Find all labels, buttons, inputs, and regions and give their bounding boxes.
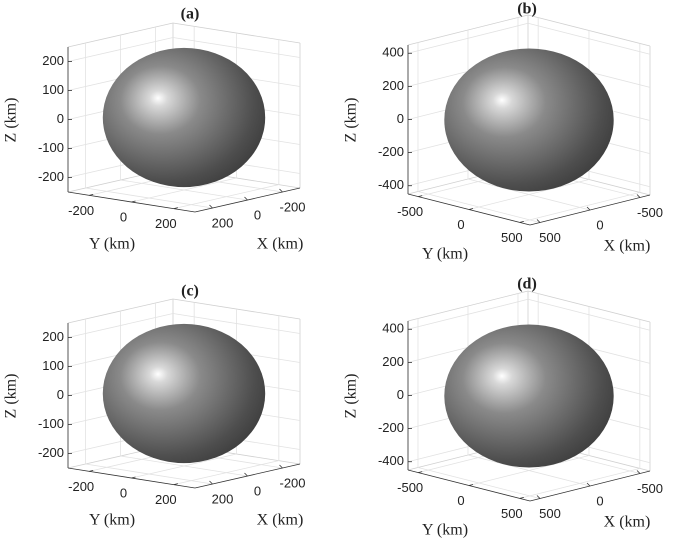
panel-title: (c) xyxy=(181,283,199,300)
z-tick-label: -200 xyxy=(38,445,64,460)
body-surface xyxy=(102,323,266,464)
y-tick xyxy=(519,497,524,499)
y-tick-label: -500 xyxy=(397,480,423,495)
y-tick-label: 0 xyxy=(457,493,464,508)
x-tick-label: -500 xyxy=(637,481,663,496)
grid-line xyxy=(120,455,248,477)
z-tick-label: -100 xyxy=(38,416,64,431)
grid-line xyxy=(417,191,541,223)
z-tick-label: 200 xyxy=(382,78,404,93)
x-tick xyxy=(244,472,248,477)
x-tick xyxy=(636,470,641,474)
z-tick-label: -400 xyxy=(378,177,404,192)
body-surface xyxy=(444,48,614,192)
z-tick-label: 100 xyxy=(42,82,64,97)
grid-line xyxy=(85,463,213,485)
y-tick-label: 0 xyxy=(120,209,127,224)
z-tick-label: 200 xyxy=(42,53,64,68)
z-tick-label: -200 xyxy=(378,144,404,159)
y-tick xyxy=(131,476,136,479)
y-axis-label: Y (km) xyxy=(89,512,135,529)
x-tick xyxy=(586,206,591,211)
z-tick-label: 200 xyxy=(382,354,404,369)
x-tick-label: 0 xyxy=(254,207,261,222)
y-tick-label: -500 xyxy=(397,204,423,219)
body-surface xyxy=(102,47,266,188)
z-tick-label: -400 xyxy=(378,453,404,468)
z-tick-label: -100 xyxy=(38,140,64,155)
panel-title: (d) xyxy=(517,276,537,293)
panel-title: (a) xyxy=(181,6,200,23)
y-tick xyxy=(131,200,136,203)
y-axis-label: Y (km) xyxy=(422,522,468,538)
x-tick xyxy=(586,482,591,487)
z-tick-label: -200 xyxy=(38,169,64,184)
y-tick xyxy=(519,221,524,223)
x-tick-label: 200 xyxy=(212,491,234,506)
x-tick xyxy=(244,196,248,201)
y-tick-label: 0 xyxy=(120,485,127,500)
x-tick-label: 0 xyxy=(254,483,261,498)
x-tick-label: 0 xyxy=(596,217,603,232)
x-tick xyxy=(209,480,213,485)
x-tick-label: 200 xyxy=(212,215,234,230)
y-tick xyxy=(468,208,474,210)
z-tick-label: 400 xyxy=(382,321,404,336)
y-tick xyxy=(89,469,94,472)
x-axis-label: X (km) xyxy=(257,236,304,253)
y-axis-label: Y (km) xyxy=(422,246,468,263)
grid-line xyxy=(467,454,591,487)
y-tick xyxy=(173,207,178,210)
grid-line xyxy=(417,467,541,499)
x-tick-label: -200 xyxy=(279,475,305,490)
z-axis-label: Z (km) xyxy=(343,98,360,143)
z-tick-label: 400 xyxy=(382,45,404,60)
y-tick xyxy=(173,483,178,486)
z-tick-label: 0 xyxy=(57,111,64,126)
x-tick xyxy=(636,194,641,198)
x-tick xyxy=(536,495,541,499)
y-tick-label: 200 xyxy=(155,216,177,231)
y-tick-label: -200 xyxy=(68,479,94,494)
z-tick-label: 0 xyxy=(397,387,404,402)
z-tick-label: 0 xyxy=(57,387,64,402)
x-tick xyxy=(279,188,283,193)
y-tick-label: 200 xyxy=(155,492,177,507)
y-tick-label: 0 xyxy=(457,217,464,232)
z-tick-label: 0 xyxy=(397,111,404,126)
y-tick xyxy=(89,193,94,196)
x-tick-label: -200 xyxy=(279,199,305,214)
grid-line xyxy=(120,179,248,201)
z-tick-label: 200 xyxy=(42,329,64,344)
y-axis-label: Y (km) xyxy=(89,236,135,253)
z-tick-label: -200 xyxy=(378,420,404,435)
x-tick-label: 500 xyxy=(539,506,561,521)
y-tick-label: -200 xyxy=(68,203,94,218)
y-tick xyxy=(418,195,423,197)
z-tick-label: 100 xyxy=(42,358,64,373)
x-axis-label: X (km) xyxy=(257,512,304,529)
x-tick xyxy=(536,219,541,223)
body-surface xyxy=(444,324,614,468)
z-axis-label: Z (km) xyxy=(343,374,360,419)
x-axis-label: X (km) xyxy=(604,514,651,531)
y-tick xyxy=(468,484,474,486)
x-tick xyxy=(279,464,283,469)
y-tick xyxy=(418,471,423,473)
z-axis-label: Z (km) xyxy=(3,374,20,419)
x-tick-label: 500 xyxy=(539,230,561,245)
panel-title: (b) xyxy=(517,1,537,18)
grid-line xyxy=(85,187,213,209)
grid-line xyxy=(467,178,591,211)
y-tick-label: 500 xyxy=(501,230,523,245)
x-tick-label: -500 xyxy=(637,205,663,220)
z-axis-label: Z (km) xyxy=(3,98,20,143)
x-tick-label: 0 xyxy=(596,493,603,508)
x-axis-label: X (km) xyxy=(604,238,651,255)
y-tick-label: 500 xyxy=(501,506,523,521)
x-tick xyxy=(209,204,213,209)
